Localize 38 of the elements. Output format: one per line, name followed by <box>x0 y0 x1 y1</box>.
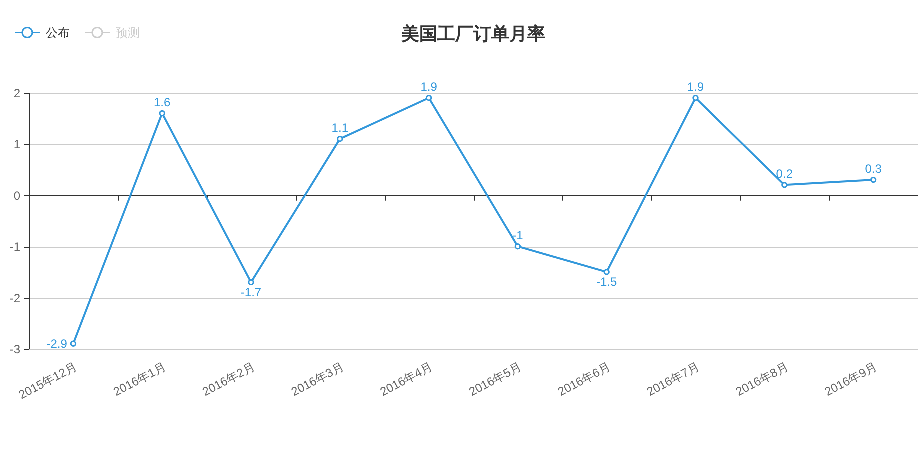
x-tick-label: 2016年8月 <box>734 360 791 400</box>
x-tick-label: 2016年3月 <box>289 360 346 400</box>
point <box>426 95 432 102</box>
data-label: 0.3 <box>865 162 882 176</box>
y-tick-label: -3 <box>10 342 21 356</box>
data-label: 1.9 <box>420 80 438 94</box>
point <box>870 176 877 184</box>
point <box>604 269 610 276</box>
x-tick-label: 2016年2月 <box>200 360 258 400</box>
data-label: 1.9 <box>687 80 704 94</box>
data-label: 1.6 <box>154 95 172 110</box>
y-tick-label: -1 <box>10 240 21 254</box>
data-label: -1 <box>512 228 524 243</box>
x-tick-label: 2016年6月 <box>556 360 613 400</box>
chart-title: 美国工厂订单月率 <box>400 24 546 44</box>
point <box>337 136 344 142</box>
x-tick-label: 2016年9月 <box>822 360 880 400</box>
legend-label: 公布 <box>46 26 70 40</box>
y-tick-label: 1 <box>14 138 21 152</box>
data-label: -1.5 <box>596 275 618 290</box>
data-label: -1.7 <box>240 285 262 300</box>
x-tick-label: 2015年12月 <box>16 360 80 402</box>
point <box>514 244 522 250</box>
point <box>70 340 77 347</box>
y-tick-label: 2 <box>14 86 21 100</box>
y-tick-label: 0 <box>14 188 21 203</box>
data-label: -2.9 <box>46 336 68 351</box>
x-tick-label: 2016年5月 <box>466 360 524 400</box>
point <box>159 110 166 117</box>
point <box>782 182 788 188</box>
point <box>248 279 254 286</box>
y-tick-label: -2 <box>10 291 21 306</box>
data-label: 0.2 <box>776 167 794 182</box>
x-tick-label: 2016年7月 <box>644 360 702 400</box>
x-tick-label: 2016年1月 <box>111 360 168 400</box>
data-label: 1.1 <box>332 121 349 136</box>
point <box>692 95 699 102</box>
x-tick-label: 2016年4月 <box>378 360 436 400</box>
